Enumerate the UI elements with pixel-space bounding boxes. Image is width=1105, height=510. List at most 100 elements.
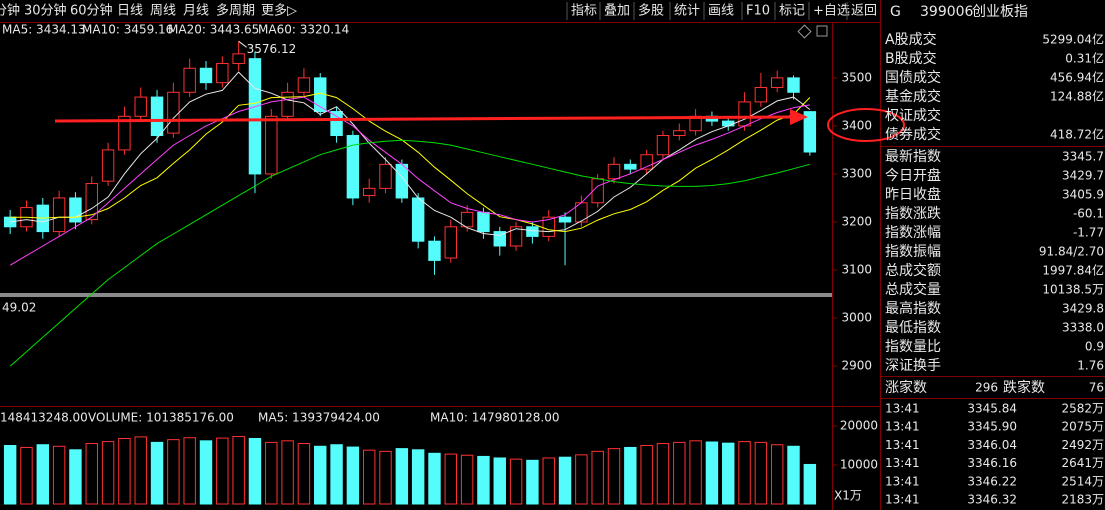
volume-bar: [362, 449, 376, 505]
volume-bar: [379, 450, 392, 505]
tick-time: 13:41: [885, 402, 920, 416]
candle-body: [101, 149, 115, 182]
quote-label: 权证成交: [885, 107, 941, 124]
candle-body: [787, 77, 800, 93]
tick-volume: 2514万: [1061, 474, 1104, 488]
volume-bar: [787, 445, 800, 505]
quote-value: 3338.0: [1062, 321, 1104, 335]
volume-bar: [150, 441, 164, 505]
tick-time: 13:41: [885, 493, 920, 507]
candle-body: [673, 130, 686, 137]
volume-bar: [199, 440, 213, 505]
quote-label: B股成交: [885, 50, 937, 67]
candle-body: [297, 77, 311, 93]
candle-body: [85, 183, 98, 221]
quote-code: 399006: [920, 4, 974, 20]
tick-price: 3345.90: [967, 420, 1017, 434]
quote-label: 总成交额: [885, 262, 941, 279]
quote-value: 1997.84亿: [1042, 263, 1104, 278]
toolbar-button[interactable]: F10: [746, 4, 770, 19]
candle-body: [134, 96, 147, 117]
tick-price: 3346.04: [967, 438, 1017, 452]
candle-body: [558, 216, 572, 223]
volume-bar: [265, 441, 278, 505]
candle-body: [69, 197, 82, 223]
quote-value: -60.1: [1073, 207, 1104, 221]
toolbar-tab[interactable]: 月线: [183, 4, 209, 19]
y-tick-label: 3000: [841, 311, 872, 325]
candle-body: [509, 226, 523, 247]
y-tick-label: 20000: [840, 419, 878, 433]
ma-legend: MA60: 3320.14: [258, 23, 349, 37]
quote-name: 创业板指: [972, 4, 1028, 20]
quote-value: 3429.7: [1062, 169, 1104, 183]
candle-body: [167, 91, 180, 134]
volume-bar: [803, 463, 817, 505]
candle-body: [150, 96, 164, 137]
toolbar-tab[interactable]: 更多▷: [261, 3, 297, 19]
ma-legend: MA20: 3443.65: [168, 23, 259, 37]
volume-bar: [509, 458, 523, 505]
candle-body: [232, 53, 245, 64]
volume-bar: [640, 445, 653, 505]
toolbar-tab[interactable]: 60分钟: [70, 3, 113, 19]
annotation-arrow: [54, 115, 793, 123]
toolbar-button[interactable]: 统计: [674, 4, 700, 19]
volume-bar: [705, 441, 719, 505]
volume-unit: X1万: [834, 489, 862, 503]
candle-body: [722, 120, 735, 127]
tick-price: 3346.32: [967, 493, 1017, 507]
toolbar-button[interactable]: 叠加: [604, 4, 630, 19]
quote-value: 5299.04亿: [1042, 32, 1104, 47]
quote-value: 91.84/2.70: [1039, 245, 1104, 259]
volume-bar: [575, 454, 588, 505]
quote-label: 最新指数: [885, 149, 941, 165]
line-label: 49.02: [2, 301, 36, 315]
toolbar-button[interactable]: 多股: [638, 3, 664, 19]
quote-label: A股成交: [885, 31, 937, 48]
toolbar-tab[interactable]: 30分钟: [24, 3, 67, 19]
volume-bar: [183, 437, 196, 505]
candle-body: [803, 111, 817, 153]
toolbar-button[interactable]: 标记: [779, 4, 805, 19]
box-icon[interactable]: [816, 25, 828, 37]
toolbar-button[interactable]: +自选: [813, 4, 850, 19]
ma-line: [10, 71, 811, 236]
tick-time: 13:41: [885, 438, 920, 452]
breadth-label: 涨家数: [885, 379, 927, 396]
candle-body: [183, 67, 196, 93]
quote-label: 国债成交: [885, 69, 941, 86]
ma-line: [9, 96, 810, 266]
breadth-down: 76: [1089, 381, 1104, 395]
candle-body: [199, 67, 213, 84]
quote-value: 3405.9: [1062, 188, 1104, 202]
diamond-icon[interactable]: [797, 24, 812, 39]
volume-bar: [624, 446, 637, 505]
volume-bar: [248, 437, 262, 505]
y-tick-label: 2900: [841, 359, 872, 373]
ma-legend: MA10: 3459.16: [82, 23, 173, 37]
candle-body: [460, 211, 474, 228]
toolbar-button[interactable]: 指标: [571, 4, 597, 19]
candle-body: [477, 211, 490, 233]
tick-volume: 2183万: [1061, 493, 1104, 507]
candle-body: [248, 58, 262, 175]
quote-label: 昨日收盘: [885, 186, 941, 203]
toolbar-tab[interactable]: 日线: [117, 4, 143, 19]
candle-body: [362, 187, 376, 197]
candle-body: [624, 163, 637, 170]
toolbar-tab[interactable]: 周线: [150, 4, 176, 19]
toolbar-tab[interactable]: 多周期: [216, 3, 255, 19]
quote-value: 3429.8: [1062, 302, 1104, 316]
toolbar-button[interactable]: 画线: [708, 4, 734, 19]
volume-legend: MA10: 147980128.00: [430, 411, 560, 425]
tick-time: 13:41: [885, 456, 920, 470]
y-tick-label: 3200: [841, 214, 872, 228]
volume-bar: [330, 444, 343, 505]
toolbar-button[interactable]: 返回: [851, 4, 877, 19]
volume-bar: [101, 441, 115, 505]
annotation-arrowhead: [790, 109, 808, 125]
candle-body: [493, 231, 506, 247]
candle-body: [281, 91, 294, 117]
toolbar-tab[interactable]: 分钟: [0, 3, 20, 19]
